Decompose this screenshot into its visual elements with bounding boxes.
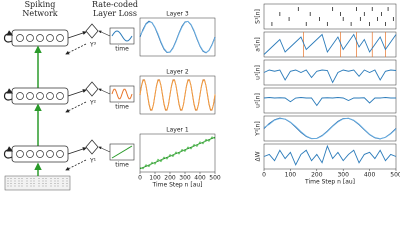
feedback-arrow: [65, 43, 87, 55]
diagram-title: Rate-coded: [92, 0, 138, 9]
diagram-title: Network: [22, 9, 57, 18]
x-tick-label: 100: [285, 172, 297, 179]
loss-node: [85, 139, 99, 155]
y-axis-label: ΔW: [255, 151, 262, 161]
y-axis-label: S¹[n]: [255, 9, 262, 24]
loss-node: [85, 23, 99, 39]
target-inset-curve: [111, 145, 133, 159]
neuron: [46, 34, 54, 42]
plot-frame: [263, 87, 397, 114]
x-tick-label: 100: [149, 175, 161, 182]
recurrent-arrow: [3, 88, 14, 101]
layer-blocks: Y³ time Y² time Y¹ time: [3, 23, 135, 171]
series-line: [139, 136, 216, 170]
layer-output-label: Y²: [89, 100, 97, 107]
loss-node: [85, 81, 99, 97]
neuron: [56, 34, 64, 42]
inset-axis-label: time: [115, 46, 129, 53]
series-line: [263, 144, 397, 166]
neuron: [46, 92, 54, 100]
x-tick-label: 300: [179, 175, 191, 182]
x-tick-label: 200: [164, 175, 176, 182]
diagram-title: Spiking: [25, 0, 56, 9]
x-tick-label: 500: [209, 175, 221, 182]
plot-title: Layer 3: [166, 11, 189, 18]
target-arrow: [98, 30, 111, 37]
plot-frame: [263, 31, 397, 58]
plot-title: Layer 2: [166, 69, 189, 76]
target-arrow: [98, 146, 111, 153]
x-tick-label: 500: [390, 172, 400, 179]
y-axis-label: u²[n]: [255, 93, 262, 108]
target-arrow: [98, 88, 111, 95]
output-arrow: [67, 147, 87, 155]
x-tick-label: 0: [262, 172, 266, 179]
y-axis-label: Y¹[n]: [255, 121, 262, 137]
series-line: [263, 97, 396, 107]
plot-title: Layer 1: [166, 127, 189, 134]
x-tick-label: 300: [337, 172, 349, 179]
series-line: [263, 117, 397, 140]
neuron: [56, 92, 64, 100]
neuron: [36, 92, 44, 100]
neuron: [36, 150, 44, 158]
neuron: [46, 150, 54, 158]
y-axis-label: a¹[n]: [255, 37, 262, 52]
target-inset-curve: [111, 30, 133, 42]
neuron: [16, 92, 24, 100]
neuron: [16, 34, 24, 42]
target-inset-curve: [111, 88, 133, 100]
x-tick-label: 400: [194, 175, 206, 182]
x-axis-label: Time Step n [au]: [304, 179, 355, 186]
figure: Spiking Network Rate-coded Layer Loss Y³…: [3, 0, 400, 191]
x-tick-label: 0: [138, 175, 142, 182]
layer-output-label: Y¹: [89, 158, 97, 165]
neuron: [26, 150, 34, 158]
x-tick-label: 400: [364, 172, 376, 179]
series-line: [139, 79, 216, 111]
recurrent-arrow: [3, 146, 14, 159]
feedback-arrow: [65, 101, 87, 113]
y-axis-label: u¹[n]: [255, 65, 262, 80]
output-arrow: [67, 31, 87, 39]
plot-frame: [139, 133, 216, 173]
plot-frame: [263, 3, 397, 30]
inset-axis-label: time: [115, 104, 129, 111]
feedback-arrow: [65, 159, 87, 171]
neuron: [16, 150, 24, 158]
layer-output-label: Y³: [89, 42, 97, 49]
neuron: [56, 150, 64, 158]
neuron: [26, 34, 34, 42]
x-axis-label: Time Step n [au]: [151, 182, 202, 189]
input-raster: [4, 162, 71, 191]
recurrent-arrow: [3, 30, 14, 43]
series-line: [139, 20, 216, 54]
x-tick-label: 200: [311, 172, 323, 179]
diagram-title: Layer Loss: [93, 9, 137, 18]
inset-axis-label: time: [115, 162, 129, 169]
neuron: [36, 34, 44, 42]
neuron: [26, 92, 34, 100]
output-arrow: [67, 89, 87, 97]
series-line: [263, 69, 397, 84]
series-line: [263, 33, 397, 55]
